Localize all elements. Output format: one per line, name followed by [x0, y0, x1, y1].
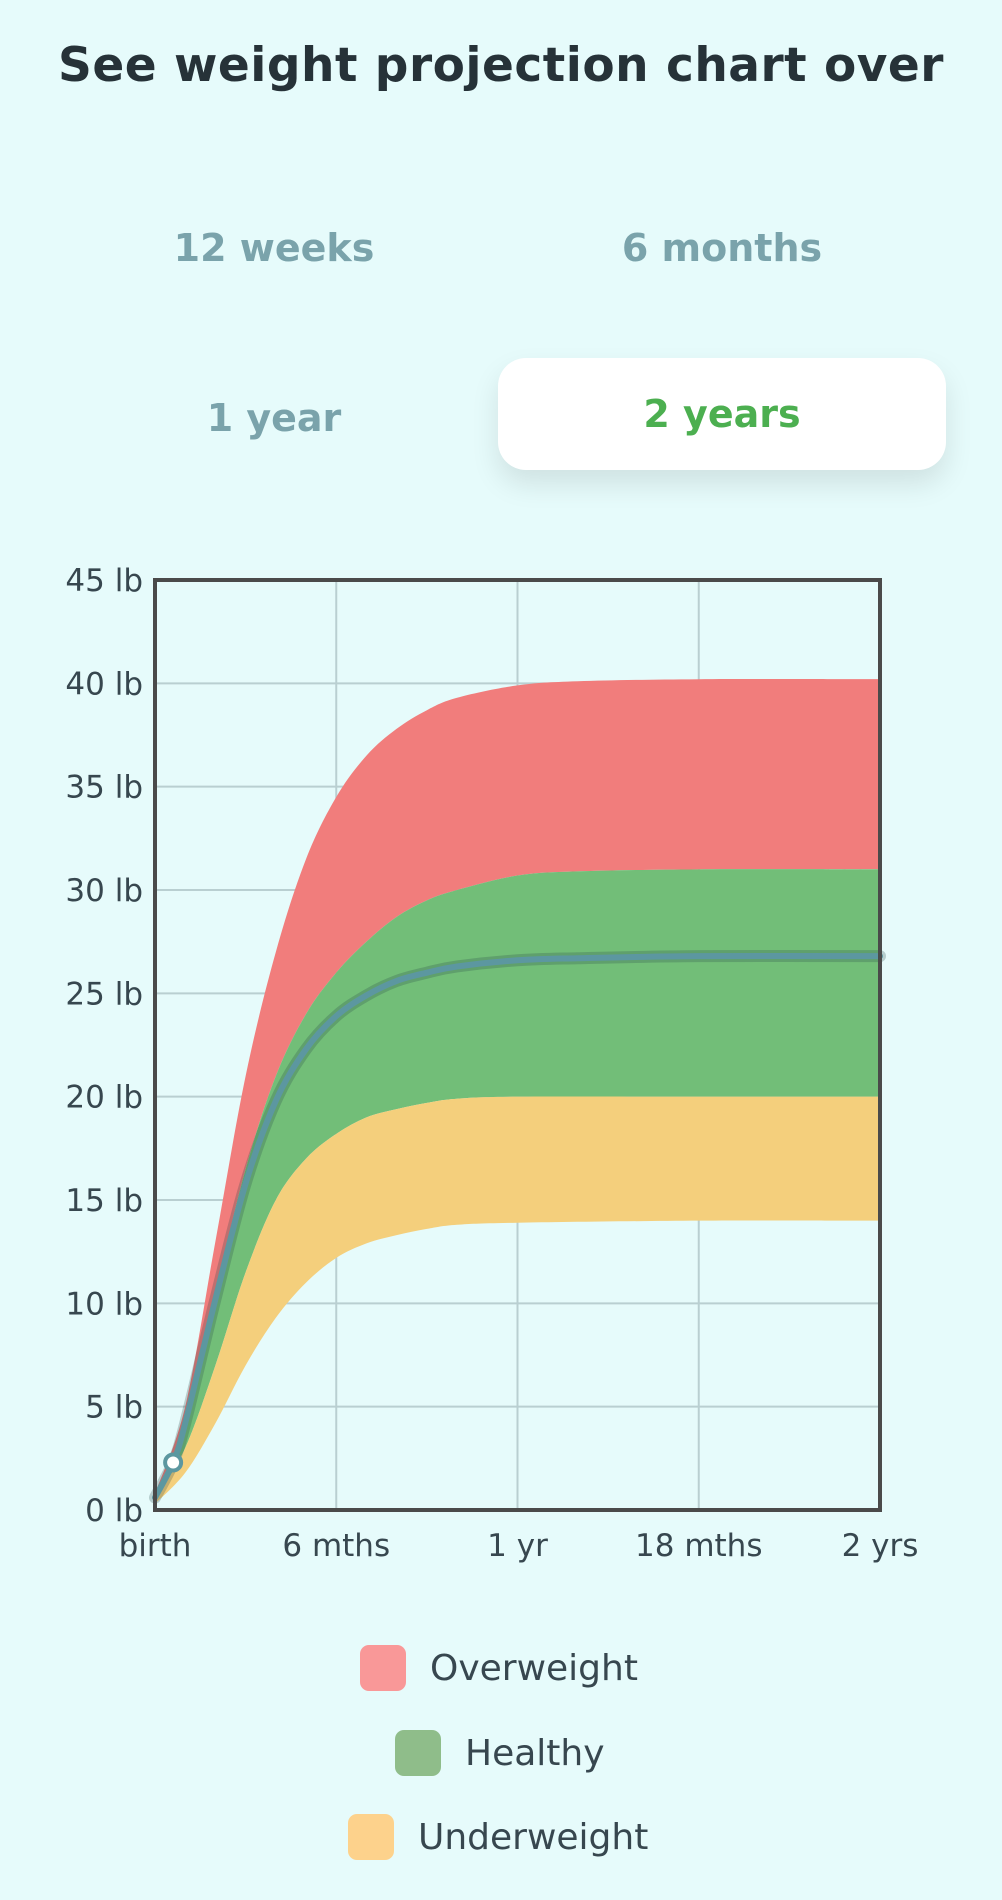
projection-line-layer	[149, 949, 886, 1504]
x-tick-label: 18 mths	[635, 1528, 762, 1564]
band-healthy	[155, 869, 880, 1500]
band-overweight	[155, 679, 880, 1498]
band-underweight	[155, 1096, 880, 1504]
tab-1-year[interactable]: 1 year	[50, 362, 498, 474]
y-tick-label: 0 lb	[85, 1493, 143, 1529]
legend-swatch-underweight	[348, 1814, 394, 1860]
legend-item-overweight: Overweight	[360, 1644, 638, 1692]
y-tick-label: 5 lb	[85, 1390, 143, 1426]
legend-label: Healthy	[465, 1732, 605, 1774]
x-tick-label: birth	[119, 1528, 192, 1564]
weight-projection-chart: 0 lb 5 lb 10 lb 15 lb 20 lb 25 lb 30 lb 35 lb 40…	[65, 563, 919, 1564]
tab-6-months[interactable]: 6 months	[498, 192, 946, 304]
y-tick-label: 45 lb	[65, 563, 143, 599]
y-axis-ticks: 0 lb 5 lb 10 lb 15 lb 20 lb 25 lb 30 lb 35 lb 40…	[65, 563, 143, 1529]
tab-12-weeks[interactable]: 12 weeks	[50, 192, 498, 304]
tab-label: 12 weeks	[173, 226, 375, 270]
y-tick-label: 35 lb	[65, 770, 143, 806]
chart-frame	[153, 578, 882, 1512]
tab-label: 2 years	[643, 392, 801, 436]
y-tick-label: 15 lb	[65, 1183, 143, 1219]
y-tick-label: 20 lb	[65, 1080, 143, 1116]
y-tick-label: 25 lb	[65, 976, 143, 1012]
x-tick-label: 2 yrs	[842, 1528, 919, 1564]
chart-areas	[155, 679, 880, 1504]
y-tick-label: 30 lb	[65, 873, 143, 909]
page-title: See weight projection chart over	[58, 38, 944, 93]
projection-line	[152, 952, 883, 1501]
tab-label: 6 months	[621, 226, 823, 270]
x-tick-label: 6 mths	[282, 1528, 390, 1564]
x-axis-ticks: birth 6 mths 1 yr 18 mths 2 yrs	[119, 1528, 919, 1564]
legend-swatch-healthy	[395, 1730, 441, 1776]
tab-label: 1 year	[206, 396, 342, 440]
legend-item-underweight: Underweight	[348, 1813, 648, 1861]
legend-label: Underweight	[418, 1816, 649, 1858]
current-weight-marker	[163, 1452, 184, 1473]
legend-label: Overweight	[430, 1647, 638, 1689]
tab-2-years[interactable]: 2 years	[498, 358, 946, 470]
y-tick-label: 10 lb	[65, 1286, 143, 1322]
legend-item-healthy: Healthy	[395, 1729, 605, 1777]
legend-swatch-overweight	[360, 1645, 406, 1691]
x-tick-label: 1 yr	[487, 1528, 548, 1564]
y-tick-label: 40 lb	[65, 666, 143, 702]
